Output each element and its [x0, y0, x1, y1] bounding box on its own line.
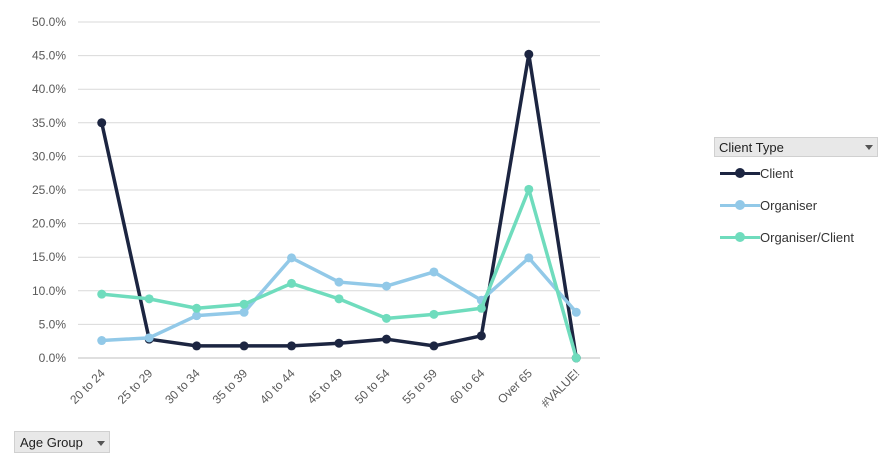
- x-tick-label: 50 to 54: [352, 366, 393, 407]
- dropdown-arrow-icon[interactable]: [865, 145, 873, 150]
- legend-label: Client: [760, 165, 794, 181]
- y-tick-label: 10.0%: [32, 284, 66, 298]
- data-point: [97, 289, 107, 299]
- series-organiser: [97, 253, 581, 346]
- data-point: [524, 184, 534, 194]
- data-point: [239, 299, 249, 309]
- data-point: [144, 333, 154, 343]
- series-client: [97, 49, 581, 363]
- x-tick-label: 55 to 59: [399, 366, 440, 407]
- legend-label: Organiser/Client: [760, 229, 854, 245]
- age-group-field-button[interactable]: Age Group: [14, 431, 110, 453]
- legend-swatch: [720, 166, 760, 180]
- x-tick-label: 25 to 29: [115, 366, 156, 407]
- x-tick-label: #VALUE!: [538, 366, 582, 410]
- legend-label: Organiser: [760, 197, 818, 213]
- gridlines: [78, 21, 600, 359]
- series-layer: [97, 49, 581, 363]
- x-tick-label: 20 to 24: [67, 366, 108, 407]
- axis-field-label: Age Group: [20, 435, 83, 450]
- x-tick-label: 45 to 49: [305, 366, 346, 407]
- data-point: [524, 49, 534, 59]
- data-point: [381, 313, 391, 323]
- data-point: [192, 311, 202, 321]
- data-point: [334, 338, 344, 348]
- data-point: [144, 294, 154, 304]
- data-point: [429, 341, 439, 351]
- legend-item: Client: [714, 157, 878, 189]
- x-tick-label: Over 65: [495, 366, 535, 406]
- y-axis-ticks: 0.0% 5.0% 10.0% 15.0% 20.0% 25.0% 30.0% 35.0% 40…: [32, 15, 66, 365]
- x-tick-label: 60 to 64: [447, 366, 488, 407]
- data-point: [287, 278, 297, 288]
- data-point: [287, 253, 297, 263]
- data-point: [334, 277, 344, 287]
- data-point: [524, 253, 534, 263]
- y-tick-label: 35.0%: [32, 116, 66, 130]
- y-tick-label: 45.0%: [32, 49, 66, 63]
- data-point: [334, 294, 344, 304]
- legend-swatch: [720, 230, 760, 244]
- data-point: [97, 336, 107, 346]
- data-point: [192, 341, 202, 351]
- legend-item: Organiser: [714, 189, 878, 221]
- dropdown-arrow-icon[interactable]: [96, 441, 105, 446]
- data-point: [429, 267, 439, 277]
- x-tick-label: 35 to 39: [210, 366, 251, 407]
- x-axis-ticks: 20 to 24 25 to 29 30 to 34 35 to 39 40 to 44…: [67, 366, 582, 410]
- legend-title: Client Type: [719, 140, 784, 155]
- data-point: [239, 341, 249, 351]
- y-tick-label: 20.0%: [32, 217, 66, 231]
- legend-swatch: [720, 198, 760, 212]
- data-point: [381, 334, 391, 344]
- x-tick-label: 30 to 34: [162, 366, 203, 407]
- legend-filter-button[interactable]: Client Type: [714, 137, 878, 157]
- x-tick-label: 40 to 44: [257, 366, 298, 407]
- series-line: [100, 52, 579, 359]
- y-tick-label: 0.0%: [39, 351, 67, 365]
- y-tick-label: 5.0%: [39, 317, 67, 331]
- data-point: [476, 331, 486, 341]
- y-tick-label: 25.0%: [32, 183, 66, 197]
- data-point: [381, 281, 391, 291]
- data-point: [571, 353, 581, 363]
- data-point: [239, 307, 249, 317]
- data-point: [192, 303, 202, 313]
- data-point: [429, 309, 439, 319]
- data-point: [476, 303, 486, 313]
- legend: Client Type Client Organiser Organiser/Cli…: [714, 137, 878, 253]
- y-tick-label: 30.0%: [32, 149, 66, 163]
- y-tick-label: 50.0%: [32, 15, 66, 29]
- series-organiser-client: [97, 184, 581, 363]
- data-point: [571, 307, 581, 317]
- data-point: [287, 341, 297, 351]
- y-tick-label: 40.0%: [32, 82, 66, 96]
- y-tick-label: 15.0%: [32, 250, 66, 264]
- series-line: [101, 187, 578, 359]
- legend-item: Organiser/Client: [714, 221, 878, 253]
- data-point: [97, 118, 107, 128]
